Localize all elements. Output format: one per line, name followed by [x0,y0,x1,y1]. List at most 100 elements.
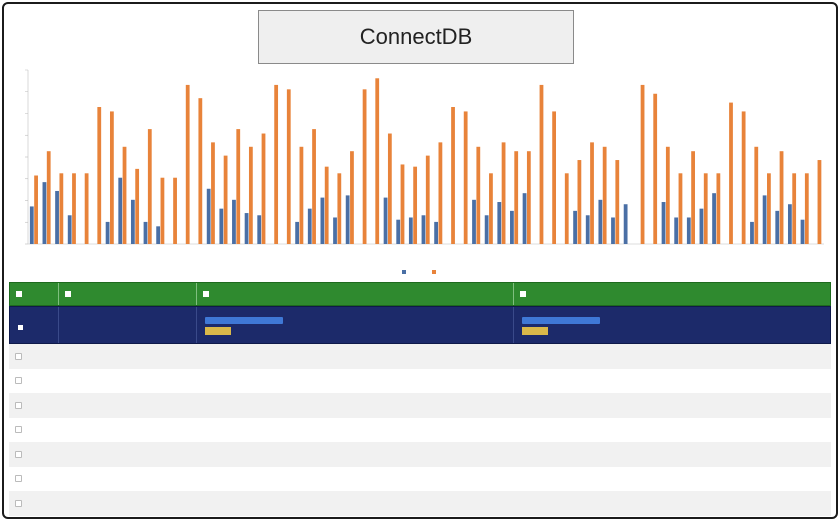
column-header-id[interactable] [57,283,196,305]
bar-series-2 [173,177,177,244]
bar-series-1 [206,188,211,244]
bar-series-2 [324,166,329,244]
chart-legend [8,266,830,278]
bar-series-2 [729,102,733,244]
bar-series-2 [286,89,291,244]
bar-series-1 [510,210,514,244]
apply-filter-button[interactable] [521,327,548,335]
bar-series-2 [147,129,152,244]
cell-value-1 [195,393,513,418]
bar-series-2 [274,84,279,245]
bar-series-2 [779,151,784,244]
bar-series-2 [564,173,569,244]
bar-series-2 [754,146,759,244]
bar-series-2 [248,146,253,244]
table-header [9,282,831,306]
table-row[interactable] [9,344,831,369]
bar-series-2 [46,151,51,244]
bar-series-1 [156,226,161,244]
bar-series-1 [611,217,615,244]
bar-series-2 [84,173,89,244]
bar-series-2 [337,173,342,244]
bar-series-1 [232,199,236,244]
table-row[interactable] [9,393,831,418]
column-header-value-2[interactable] [512,283,830,305]
bar-series-2 [716,173,721,244]
row-checkbox[interactable] [15,450,22,458]
bar-series-2 [223,155,228,244]
bar-series-1 [333,217,337,244]
bar-series-2 [135,168,140,244]
cell-value-2 [513,369,831,394]
row-checkbox[interactable] [15,426,22,434]
bar-series-2 [539,84,544,245]
cell-value-2 [513,418,831,443]
bar-series-1 [67,215,72,244]
bar-series-2 [476,146,481,244]
bar-series-1 [244,213,249,244]
bar-series-1 [484,215,489,244]
bar-series-2 [236,129,241,244]
data-table [9,282,831,516]
row-checkbox[interactable] [15,377,22,385]
bar-series-2 [526,151,531,244]
bar-series-2 [678,173,683,244]
bar-series-1 [118,177,123,244]
bar-series-2 [160,177,165,244]
select-all-checkbox[interactable] [10,283,58,305]
table-row[interactable] [9,368,831,394]
bar-series-1 [661,202,666,244]
bar-series-2 [387,133,392,244]
legend-item-series-1 [402,266,406,278]
bar-series-2 [451,107,455,244]
row-checkbox[interactable] [15,401,22,409]
apply-filter-button[interactable] [204,327,231,335]
table-row[interactable] [9,442,831,467]
table-row[interactable] [9,466,831,492]
row-checkbox[interactable] [15,475,22,483]
bar-series-2 [122,146,127,244]
app-title: ConnectDB [258,10,574,64]
filter-cell-value-1 [195,307,513,343]
bar-series-2 [312,129,316,244]
column-header-value-1[interactable] [195,283,513,305]
row-checkbox[interactable] [15,352,22,360]
cell-value-2 [513,344,831,369]
table-row[interactable] [9,417,831,443]
table-body [9,344,831,516]
cell-value-1 [195,369,513,394]
bar-series-2 [375,78,380,245]
bar-series-1 [787,204,792,244]
bar-series-2 [691,151,695,244]
bar-series-2 [185,84,190,245]
bar-series-1 [573,210,577,244]
range-slider[interactable] [521,317,600,324]
bar-series-1 [712,193,716,244]
cell-id [57,467,195,492]
cell-value-1 [195,491,513,516]
bar-series-1 [29,206,34,244]
bar-series-1 [295,221,300,244]
bar-series-2 [109,111,114,244]
bar-series-2 [438,142,443,244]
bar-series-2 [741,111,746,244]
bar-series-1 [497,202,502,244]
bar-series-1 [674,217,679,244]
row-checkbox[interactable] [15,499,22,507]
filter-row [9,306,831,344]
filter-cell-id [57,307,196,343]
bar-series-1 [522,193,527,244]
table-row[interactable] [9,491,831,516]
cell-value-1 [195,442,513,467]
bar-series-1 [307,208,312,244]
cell-value-2 [513,491,831,516]
bar-series-2 [665,146,670,244]
bar-series-1 [800,219,805,244]
legend-swatch-orange [432,270,436,274]
filter-row-checkbox[interactable] [10,307,58,343]
bar-series-2 [350,151,354,244]
bar-series-1 [130,199,135,244]
range-slider[interactable] [204,317,283,324]
bar-series-1 [143,221,148,244]
